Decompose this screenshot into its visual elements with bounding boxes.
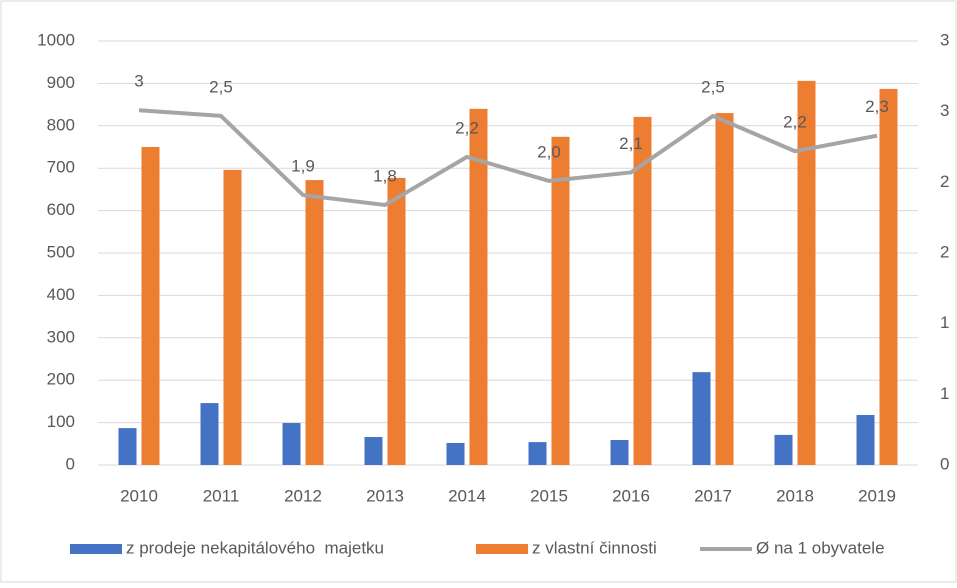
bar (387, 177, 406, 465)
y-tick-label: 600 (47, 200, 75, 219)
x-tick-label: 2010 (120, 486, 158, 505)
bar (879, 88, 898, 466)
y2-tick-label: 1 (940, 384, 949, 403)
bar (200, 403, 219, 465)
bar (692, 372, 711, 465)
bar (551, 136, 570, 465)
legend-label: z vlastní činnosti (532, 538, 657, 557)
y-tick-label: 300 (47, 327, 75, 346)
x-tick-label: 2015 (530, 486, 568, 505)
y-tick-label: 0 (66, 454, 75, 473)
bar (141, 147, 160, 465)
data-label: 2,1 (619, 134, 643, 153)
data-label: 1,8 (373, 166, 397, 185)
bar (446, 442, 465, 465)
data-label: 2,5 (701, 77, 725, 96)
y2-tick-label: 3 (940, 30, 949, 49)
bar (528, 442, 547, 465)
x-tick-label: 2018 (776, 486, 814, 505)
x-tick-label: 2017 (694, 486, 732, 505)
y-tick-label: 100 (47, 412, 75, 431)
y-tick-label: 500 (47, 242, 75, 261)
bar (856, 414, 875, 465)
y2-tick-label: 3 (940, 101, 949, 120)
y-tick-label: 700 (47, 158, 75, 177)
data-label: 2,2 (783, 113, 807, 132)
data-label: 2,5 (209, 77, 233, 96)
y2-tick-label: 0 (940, 454, 949, 473)
line (138, 108, 878, 207)
x-tick-label: 2012 (284, 486, 322, 505)
x-tick-label: 2019 (858, 486, 896, 505)
y2-tick-label: 2 (940, 242, 949, 261)
data-label: 3 (134, 72, 143, 91)
x-tick-label: 2014 (448, 486, 486, 505)
bar (364, 437, 383, 465)
x-tick-label: 2013 (366, 486, 404, 505)
bar (774, 434, 793, 465)
y-tick-label: 200 (47, 370, 75, 389)
data-label: 2,2 (455, 118, 479, 137)
y-tick-label: 400 (47, 285, 75, 304)
bar (305, 180, 324, 465)
y-tick-label: 1000 (37, 30, 75, 49)
bar (223, 169, 242, 465)
legend-label: Ø na 1 obyvatele (756, 538, 885, 557)
y-tick-label: 800 (47, 115, 75, 134)
bar (282, 423, 301, 465)
legend-marker (70, 544, 122, 554)
y2-tick-label: 1 (940, 313, 949, 332)
bar (715, 113, 734, 465)
data-label: 2,3 (865, 97, 889, 116)
x-tick-label: 2016 (612, 486, 650, 505)
y-tick-label: 900 (47, 73, 75, 92)
legend-marker (476, 544, 528, 554)
bar (469, 108, 488, 465)
bar (633, 116, 652, 466)
data-label: 1,9 (291, 157, 315, 176)
x-tick-label: 2011 (203, 486, 240, 505)
y2-tick-label: 2 (940, 172, 949, 191)
legend-label: z prodeje nekapitálového majetku (126, 538, 384, 557)
bar (118, 428, 137, 465)
bar (797, 80, 816, 465)
bar (610, 439, 629, 465)
data-label: 2,0 (537, 142, 561, 161)
